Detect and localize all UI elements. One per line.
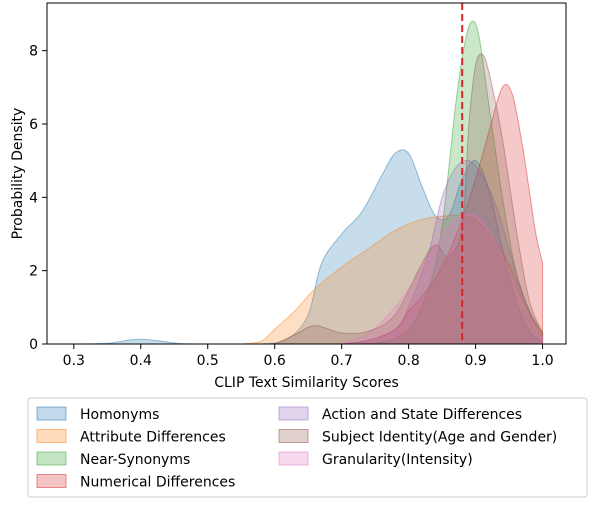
- x-axis-ticks: 0.3 0.4 0.5 0.6 0.7 0.8 0.9 1.0: [63, 344, 554, 369]
- legend-swatch: [278, 451, 309, 466]
- legend-label: Action and State Differences: [322, 407, 522, 423]
- legend-swatch: [36, 474, 67, 488]
- x-tick-label: 0.6: [264, 353, 286, 369]
- legend-label: Near-Synonyms: [80, 452, 190, 468]
- legend-swatch: [278, 406, 309, 421]
- series-area-2: [355, 20, 544, 345]
- plot-frame: [46, 2, 567, 345]
- legend-frame: [27, 397, 588, 498]
- y-tick-label: 4: [29, 190, 38, 206]
- legend-label: Homonyms: [80, 407, 159, 423]
- y-axis-label: Probability Density: [10, 108, 26, 240]
- x-tick-label: 0.9: [464, 353, 486, 369]
- x-tick-label: 0.7: [331, 353, 353, 369]
- legend-label: Subject Identity(Age and Gender): [322, 430, 557, 446]
- y-axis-ticks: 0 2 4 6 8: [29, 44, 47, 353]
- series-areas: [80, 20, 544, 345]
- legend-label: Attribute Differences: [80, 430, 226, 446]
- series-area-3: [341, 83, 544, 345]
- legend-label: Numerical Differences: [80, 475, 235, 491]
- y-tick-label: 0: [29, 337, 38, 353]
- y-tick-label: 6: [29, 117, 38, 133]
- y-tick-label: 2: [29, 264, 38, 280]
- x-tick-label: 0.8: [397, 353, 419, 369]
- legend: Homonyms Attribute Differences Near-Synony…: [27, 397, 588, 498]
- legend-swatch: [36, 406, 67, 421]
- series-area-4: [341, 159, 544, 345]
- x-tick-label: 0.5: [197, 353, 219, 369]
- x-tick-label: 0.4: [130, 353, 152, 369]
- legend-swatch: [278, 429, 309, 443]
- legend-swatch: [36, 451, 67, 466]
- x-axis-label: CLIP Text Similarity Scores: [214, 375, 399, 391]
- series-area-1: [241, 214, 544, 345]
- legend-swatch: [36, 429, 67, 443]
- x-tick-label: 1.0: [531, 353, 553, 369]
- y-tick-label: 8: [29, 44, 38, 60]
- legend-label: Granularity(Intensity): [322, 452, 473, 468]
- x-tick-label: 0.3: [63, 353, 85, 369]
- series-area-0: [80, 149, 544, 345]
